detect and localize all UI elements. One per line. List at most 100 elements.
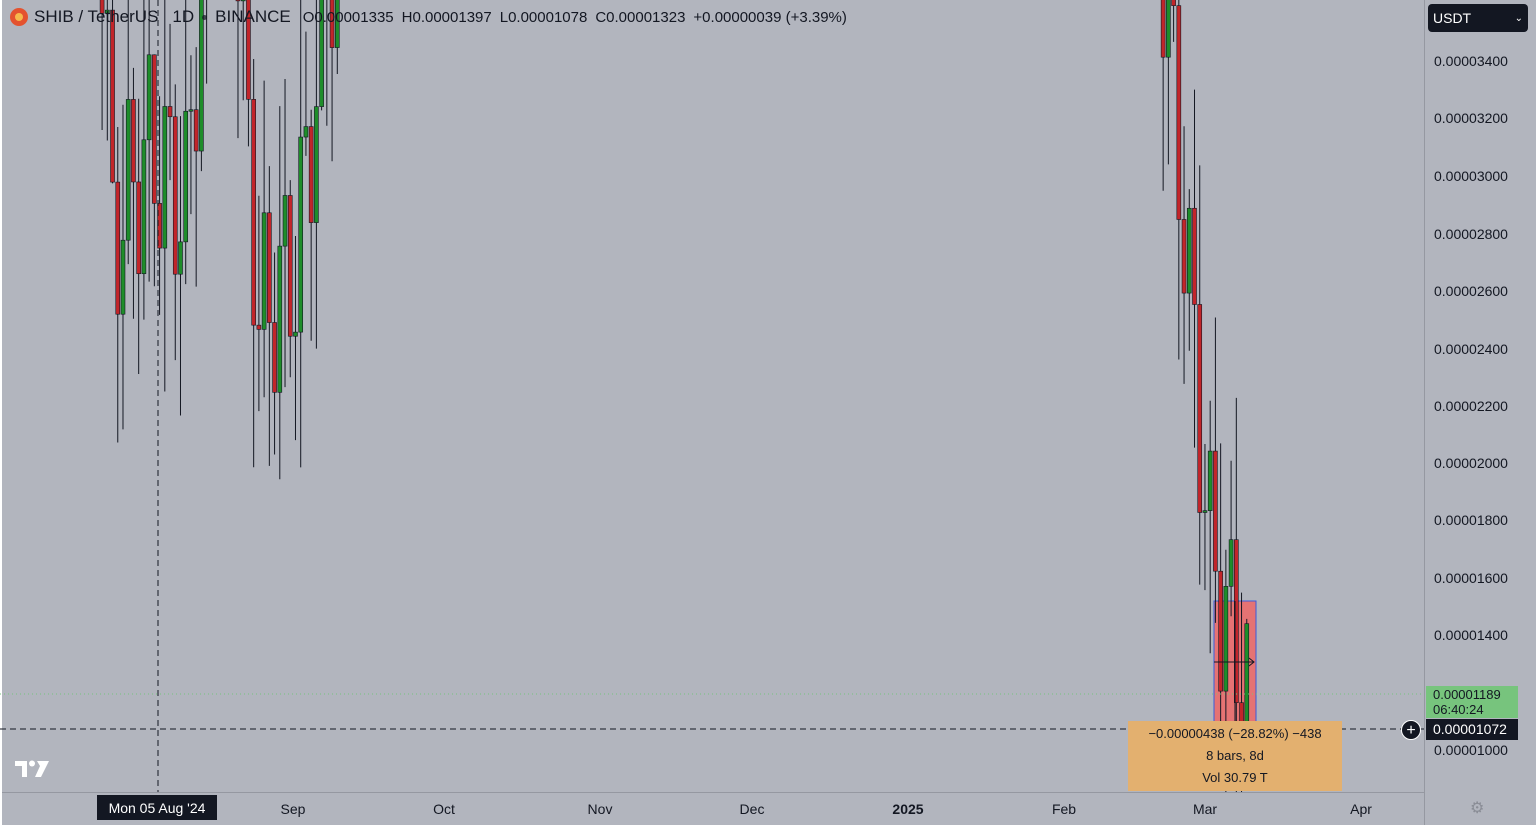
candle-up [303,126,309,138]
candle-up [277,245,283,393]
chevron-down-icon: ⌄ [1514,12,1523,24]
current-price-tag: 0.00001189 06:40:24 [1426,686,1518,718]
candle-down [167,106,173,118]
candle-up [334,0,340,48]
measure-volume: Vol 30.79 T [1202,770,1268,785]
candle-down [1213,450,1218,572]
candle-down [99,0,105,14]
time-tick-label: 2025 [892,801,924,817]
measure-bars: 8 bars, 8d [1206,748,1264,763]
candle-down [1181,219,1187,294]
price-tick-label: 0.00003400 [1434,53,1508,69]
candle-up [298,136,304,333]
price-tick-label: 0.00002000 [1434,455,1508,471]
candle-down [1197,304,1203,513]
crosshair-date-tag: Mon 05 Aug '24 [97,795,217,820]
exchange-label: BINANCE [215,7,291,26]
candle-up [1223,586,1229,692]
candle-up [183,110,189,243]
close-key: C [595,8,607,26]
close-value: 0.00001323 [606,8,686,26]
candle-down [131,99,136,183]
candle-down [152,54,157,204]
candle-up [125,99,131,241]
plus-icon[interactable]: + [1401,720,1421,740]
time-axis[interactable] [2,792,1424,825]
low-key: L [499,8,509,26]
symbol-legend: SHIB / TetherUS 1D BINANCE O 0.00001335 … [10,6,855,28]
high-key: H [401,8,413,26]
price-tick-label: 0.00002200 [1434,398,1508,414]
candle-up [188,109,194,112]
measure-change: −0.00000438 (−28.82%) −438 [1148,726,1322,741]
candle-up [146,54,152,141]
candle-down [235,0,241,2]
time-tick-label: Nov [587,801,613,817]
open-key: O [302,8,315,26]
time-tick-label: Oct [433,801,455,817]
candle-up [293,331,298,337]
candle-down [267,212,272,323]
price-tick-label: 0.00001800 [1434,512,1508,528]
tradingview-logo[interactable] [13,758,51,778]
candle-down [1176,5,1182,220]
candle-down [251,99,256,326]
candle-down [1171,0,1176,6]
candle-up [319,0,324,107]
price-tick-label: 0.00003000 [1434,168,1508,184]
candle-down [287,195,293,337]
candle-down [1192,207,1197,305]
candle-up [178,241,183,275]
time-tick-label: Apr [1350,801,1372,817]
candle-down [110,9,115,183]
currency-select[interactable]: USDT ⌄ [1428,4,1528,32]
candle-down [1234,539,1239,704]
candle-down [1218,570,1223,692]
candle-down [256,324,262,330]
price-tick-label: 0.00001600 [1434,570,1508,586]
candle-up [120,239,126,315]
candle-up [1207,450,1213,511]
open-value: 0.00001335 [314,8,394,26]
time-tick-label: Sep [280,801,306,817]
candle-up [162,106,168,249]
candle-down [136,181,141,275]
price-tick-label: 0.00001000 [1434,742,1508,758]
shib-coin-icon [10,8,28,26]
price-tick-label: 0.00002800 [1434,226,1508,242]
high-value: 0.00001397 [412,8,492,26]
candle-down [272,322,277,393]
interval-label[interactable]: 1D [172,7,195,26]
candle-down [329,0,335,48]
candle-down [115,181,121,315]
candle-up [141,139,147,275]
gear-icon[interactable]: ⚙ [1470,800,1485,817]
candle-down [193,109,199,152]
price-tick-label: 0.00003200 [1434,110,1508,126]
change-value: +0.00000039 (+3.39%) [693,8,847,26]
candle-up [282,195,288,247]
price-tick-label: 0.00001400 [1434,627,1508,643]
candlestick-plot[interactable] [0,0,1424,792]
candle-up [240,0,246,2]
bar-countdown: 06:40:24 [1433,702,1484,717]
candle-down [308,126,314,223]
candle-up [1186,207,1192,294]
candle-down [172,116,178,275]
symbol-name[interactable]: SHIB / TetherUS [34,7,159,26]
candle-up [314,106,319,223]
low-value: 0.00001078 [508,8,588,26]
plot-area[interactable] [2,0,1424,792]
measure-label: −0.00000438 (−28.82%) −438 8 bars, 8d Vo… [1128,721,1342,791]
candle-up [1202,510,1208,513]
crosshair-price-tag: 0.00001072 [1426,719,1518,740]
candle-up [1228,539,1234,587]
candle-up [1166,0,1171,58]
candle-up [261,212,267,330]
current-price-value: 0.00001189 [1433,687,1501,702]
time-tick-label: Mar [1192,801,1218,817]
arrow-head-icon [1248,657,1255,667]
price-tick-label: 0.00002600 [1434,283,1508,299]
time-tick-label: Feb [1051,801,1077,817]
